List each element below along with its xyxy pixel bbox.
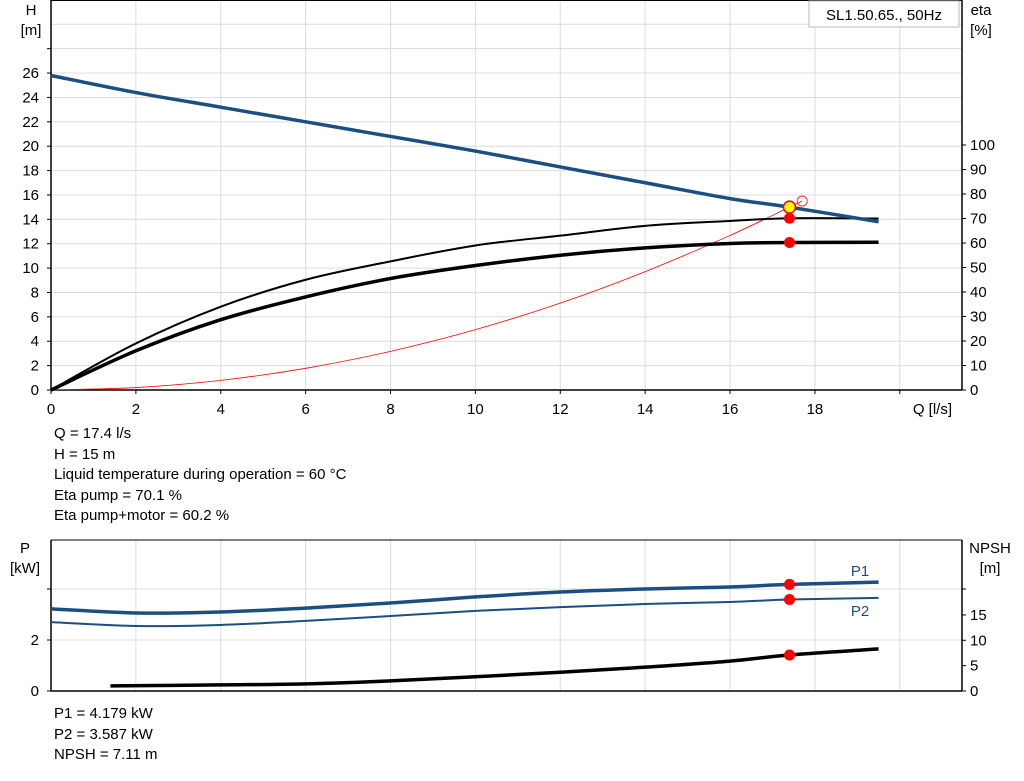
p2-series-label: P2 <box>851 603 869 620</box>
info-q: Q = 17.4 l/s <box>54 425 132 442</box>
y-tick-label: 24 <box>22 89 39 106</box>
pump-head-line <box>50 73 879 224</box>
info-p1: P1 = 4.179 kW <box>54 705 153 722</box>
x-tick-label: 2 <box>132 401 140 418</box>
eta-tick-label: 30 <box>970 309 987 326</box>
system-curve-line <box>50 200 803 391</box>
npsh-tick-label: 10 <box>970 632 987 649</box>
chart-title: SL1.50.65., 50Hz <box>826 7 942 24</box>
eta-pump-line <box>50 217 879 391</box>
npsh-line <box>110 647 879 688</box>
eta-tick-label: 80 <box>970 186 987 203</box>
eta-tick-label: 100 <box>970 137 995 154</box>
p2-point <box>783 594 795 606</box>
eta-axis-label-unit: [%] <box>970 22 992 39</box>
p-tick-label: 2 <box>31 632 39 649</box>
p-tick-label: 0 <box>31 683 39 700</box>
p1-point <box>783 578 795 590</box>
p-axis-unit: [kW] <box>10 560 40 577</box>
title-box <box>808 0 960 28</box>
operating-info-top: Q = 17.4 l/s H = 15 m Liquid temperature… <box>54 424 346 527</box>
y-tick-label: 12 <box>22 236 39 253</box>
eta-pump-point <box>783 212 795 224</box>
eta-tick-label: 0 <box>970 382 978 399</box>
x-tick-label: 8 <box>386 401 394 418</box>
x-tick-label: 6 <box>301 401 309 418</box>
y-tick-label: 4 <box>31 333 39 350</box>
npsh-tick-label: 15 <box>970 607 987 624</box>
npsh-axis-unit: [m] <box>980 560 1001 577</box>
eta-tick-label: 40 <box>970 284 987 301</box>
x-tick-label: 14 <box>637 401 654 418</box>
p1-series-label: P1 <box>851 563 869 580</box>
npsh-point <box>783 649 795 661</box>
duty-point <box>782 200 797 214</box>
eta-pump-motor-line <box>50 240 879 392</box>
x-tick-label: 18 <box>807 401 824 418</box>
eta-tick-label: 50 <box>970 260 987 277</box>
system-end-marker <box>796 195 808 207</box>
info-npsh: NPSH = 7.11 m <box>54 746 158 763</box>
y-tick-label: 20 <box>22 138 39 155</box>
x-tick-label: 0 <box>47 401 55 418</box>
eta-tick-label: 70 <box>970 211 987 228</box>
y-tick-label: 26 <box>22 65 39 82</box>
operating-info-bottom: P1 = 4.179 kW P2 = 3.587 kW NPSH = 7.11 … <box>54 704 158 766</box>
y-tick-label: 0 <box>31 382 39 399</box>
y-tick-label: 18 <box>22 163 39 180</box>
eta-tick-label: 60 <box>970 235 987 252</box>
x-axis-label: Q [l/s] <box>913 401 952 418</box>
x-tick-label: 12 <box>552 401 569 418</box>
eta-total-point <box>783 237 795 249</box>
x-tick-label: 10 <box>467 401 484 418</box>
x-tick-label: 16 <box>722 401 739 418</box>
p2-line <box>50 596 879 628</box>
info-eta-pump: Eta pump = 70.1 % <box>54 486 182 504</box>
info-p2: P2 = 3.587 kW <box>54 725 153 743</box>
y-tick-label: 16 <box>22 187 39 204</box>
y-axis-label-unit: [m] <box>21 22 42 39</box>
npsh-axis-label: NPSH <box>969 540 1011 557</box>
y-tick-label: 10 <box>22 260 39 277</box>
y-tick-label: 6 <box>31 309 39 326</box>
info-h: H = 15 m <box>54 445 116 463</box>
x-tick-label: 4 <box>217 401 225 418</box>
eta-tick-label: 90 <box>970 162 987 179</box>
eta-tick-label: 20 <box>970 333 987 350</box>
eta-tick-label: 10 <box>970 358 987 375</box>
y-tick-label: 8 <box>31 284 39 301</box>
npsh-tick-label: 0 <box>970 683 978 700</box>
y-tick-label: 2 <box>31 358 39 375</box>
npsh-tick-label: 5 <box>970 658 978 675</box>
p-axis-label: P <box>20 540 30 557</box>
y-tick-label: 22 <box>22 114 39 131</box>
y-axis-label-h: H <box>26 2 37 19</box>
info-liquid-temp: Liquid temperature during operation = 60… <box>54 466 347 483</box>
info-eta-total: Eta pump+motor = 60.2 % <box>54 507 230 524</box>
y-tick-label: 14 <box>22 211 39 228</box>
eta-axis-label: eta <box>971 2 993 19</box>
p1-line <box>50 580 879 615</box>
